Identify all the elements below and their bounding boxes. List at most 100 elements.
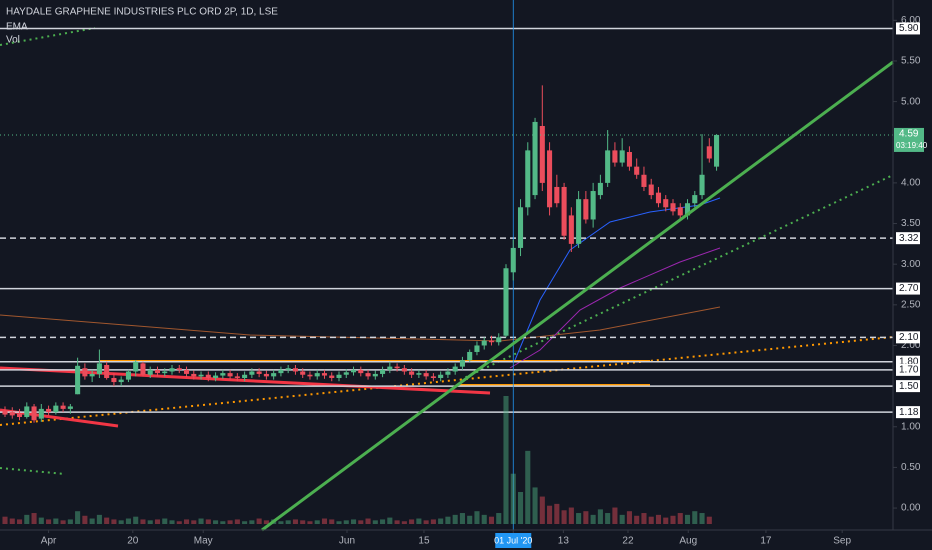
volume-bar bbox=[445, 516, 451, 524]
volume-bar bbox=[213, 520, 219, 524]
candle-body bbox=[162, 371, 168, 374]
candle-body bbox=[213, 375, 219, 378]
candle-body bbox=[24, 406, 30, 418]
candle-body bbox=[394, 366, 400, 369]
volume-bar bbox=[205, 519, 211, 524]
x-tick-label: Aug bbox=[679, 536, 697, 547]
candle-body bbox=[60, 405, 66, 409]
volume-bar bbox=[474, 511, 480, 524]
candle-body bbox=[31, 406, 37, 421]
volume-bar bbox=[154, 519, 161, 524]
candle-body bbox=[111, 377, 117, 383]
level-label: 2.70 bbox=[899, 283, 919, 294]
level-label-box bbox=[896, 363, 920, 376]
candle-body bbox=[271, 373, 277, 377]
volume-bar bbox=[496, 513, 502, 524]
y-tick-label: 3.50 bbox=[901, 218, 921, 229]
countdown: 03:19:40 bbox=[896, 141, 928, 150]
candle-body bbox=[38, 408, 44, 419]
volume-bar bbox=[31, 513, 37, 524]
volume-bar bbox=[336, 521, 342, 524]
volume-bar bbox=[583, 511, 589, 524]
volume-bar bbox=[619, 514, 625, 524]
x-tick-label: May bbox=[194, 536, 213, 547]
candle-body bbox=[714, 134, 720, 167]
candle-body bbox=[532, 121, 538, 196]
candle-body bbox=[481, 340, 487, 346]
volume-bar bbox=[488, 516, 495, 524]
candle-body bbox=[677, 207, 683, 216]
candle-body bbox=[547, 150, 553, 208]
volume-bar bbox=[104, 517, 110, 524]
volume-bar bbox=[133, 516, 139, 524]
volume-bar bbox=[590, 514, 596, 524]
candle-body bbox=[488, 340, 495, 343]
level-label: 3.32 bbox=[899, 233, 919, 244]
candle-body bbox=[401, 368, 407, 372]
level-label: 1.50 bbox=[899, 381, 919, 392]
volume-bar bbox=[16, 519, 23, 524]
volume-bar bbox=[53, 518, 59, 524]
volume-bar bbox=[539, 496, 545, 524]
candle-body bbox=[343, 372, 349, 375]
trend-dotted bbox=[0, 27, 96, 46]
candle-body bbox=[358, 369, 364, 374]
candle-body bbox=[590, 191, 596, 220]
candle-body bbox=[191, 373, 197, 377]
candle-body bbox=[329, 375, 335, 378]
candle-body bbox=[169, 368, 175, 372]
volume-bar bbox=[481, 514, 487, 524]
volume-bar bbox=[634, 515, 640, 524]
volume-bar bbox=[503, 396, 509, 524]
volume-bar bbox=[234, 519, 240, 524]
candle-body bbox=[387, 366, 393, 370]
candle-body bbox=[227, 373, 233, 377]
volume-bar bbox=[641, 513, 647, 524]
candle-body bbox=[684, 203, 691, 216]
candle-body bbox=[597, 182, 603, 196]
candle-body bbox=[118, 379, 124, 383]
volume-bar bbox=[677, 513, 683, 524]
volume-bar bbox=[438, 518, 444, 524]
volume-bar bbox=[249, 520, 255, 524]
volume-bar bbox=[343, 520, 349, 524]
volume-bar bbox=[227, 520, 233, 524]
candle-body bbox=[336, 374, 342, 378]
level-label: 5.90 bbox=[899, 23, 919, 34]
volume-bar bbox=[256, 518, 262, 524]
volume-bar bbox=[517, 492, 524, 524]
candle-body bbox=[365, 373, 371, 377]
candle-body bbox=[474, 345, 480, 352]
volume-bar bbox=[321, 518, 328, 524]
volume-bar bbox=[525, 450, 531, 524]
trend-dotted bbox=[459, 174, 894, 381]
chart-title: HAYDALE GRAPHENE INDUSTRIES PLC ORD 2P, … bbox=[6, 7, 278, 18]
volume-bar bbox=[358, 520, 364, 524]
volume-bar bbox=[561, 510, 567, 524]
volume-bar bbox=[118, 520, 124, 524]
candle-body bbox=[249, 371, 255, 375]
volume-bar bbox=[670, 515, 676, 524]
volume-bar bbox=[605, 513, 611, 524]
indicator-label: Vol bbox=[6, 35, 20, 46]
level-label-box bbox=[896, 331, 920, 344]
y-tick-label: 5.00 bbox=[901, 96, 921, 107]
level-label: 1.80 bbox=[899, 356, 919, 367]
candle-body bbox=[576, 199, 582, 244]
volume-bar bbox=[452, 514, 458, 524]
volume-bar bbox=[692, 511, 698, 524]
candle-body bbox=[46, 408, 52, 413]
candle-body bbox=[183, 369, 190, 374]
volume-bar bbox=[89, 518, 95, 524]
volume-bar bbox=[350, 519, 357, 524]
candle-body bbox=[198, 374, 204, 377]
volume-bar bbox=[147, 520, 153, 524]
volume-bar bbox=[9, 518, 15, 524]
candle-body bbox=[234, 376, 240, 378]
volume-bar bbox=[554, 503, 560, 524]
level-label: 1.70 bbox=[899, 365, 919, 376]
volume-bar bbox=[314, 520, 320, 524]
trend-dotted bbox=[0, 467, 66, 475]
candle-body bbox=[16, 413, 23, 418]
